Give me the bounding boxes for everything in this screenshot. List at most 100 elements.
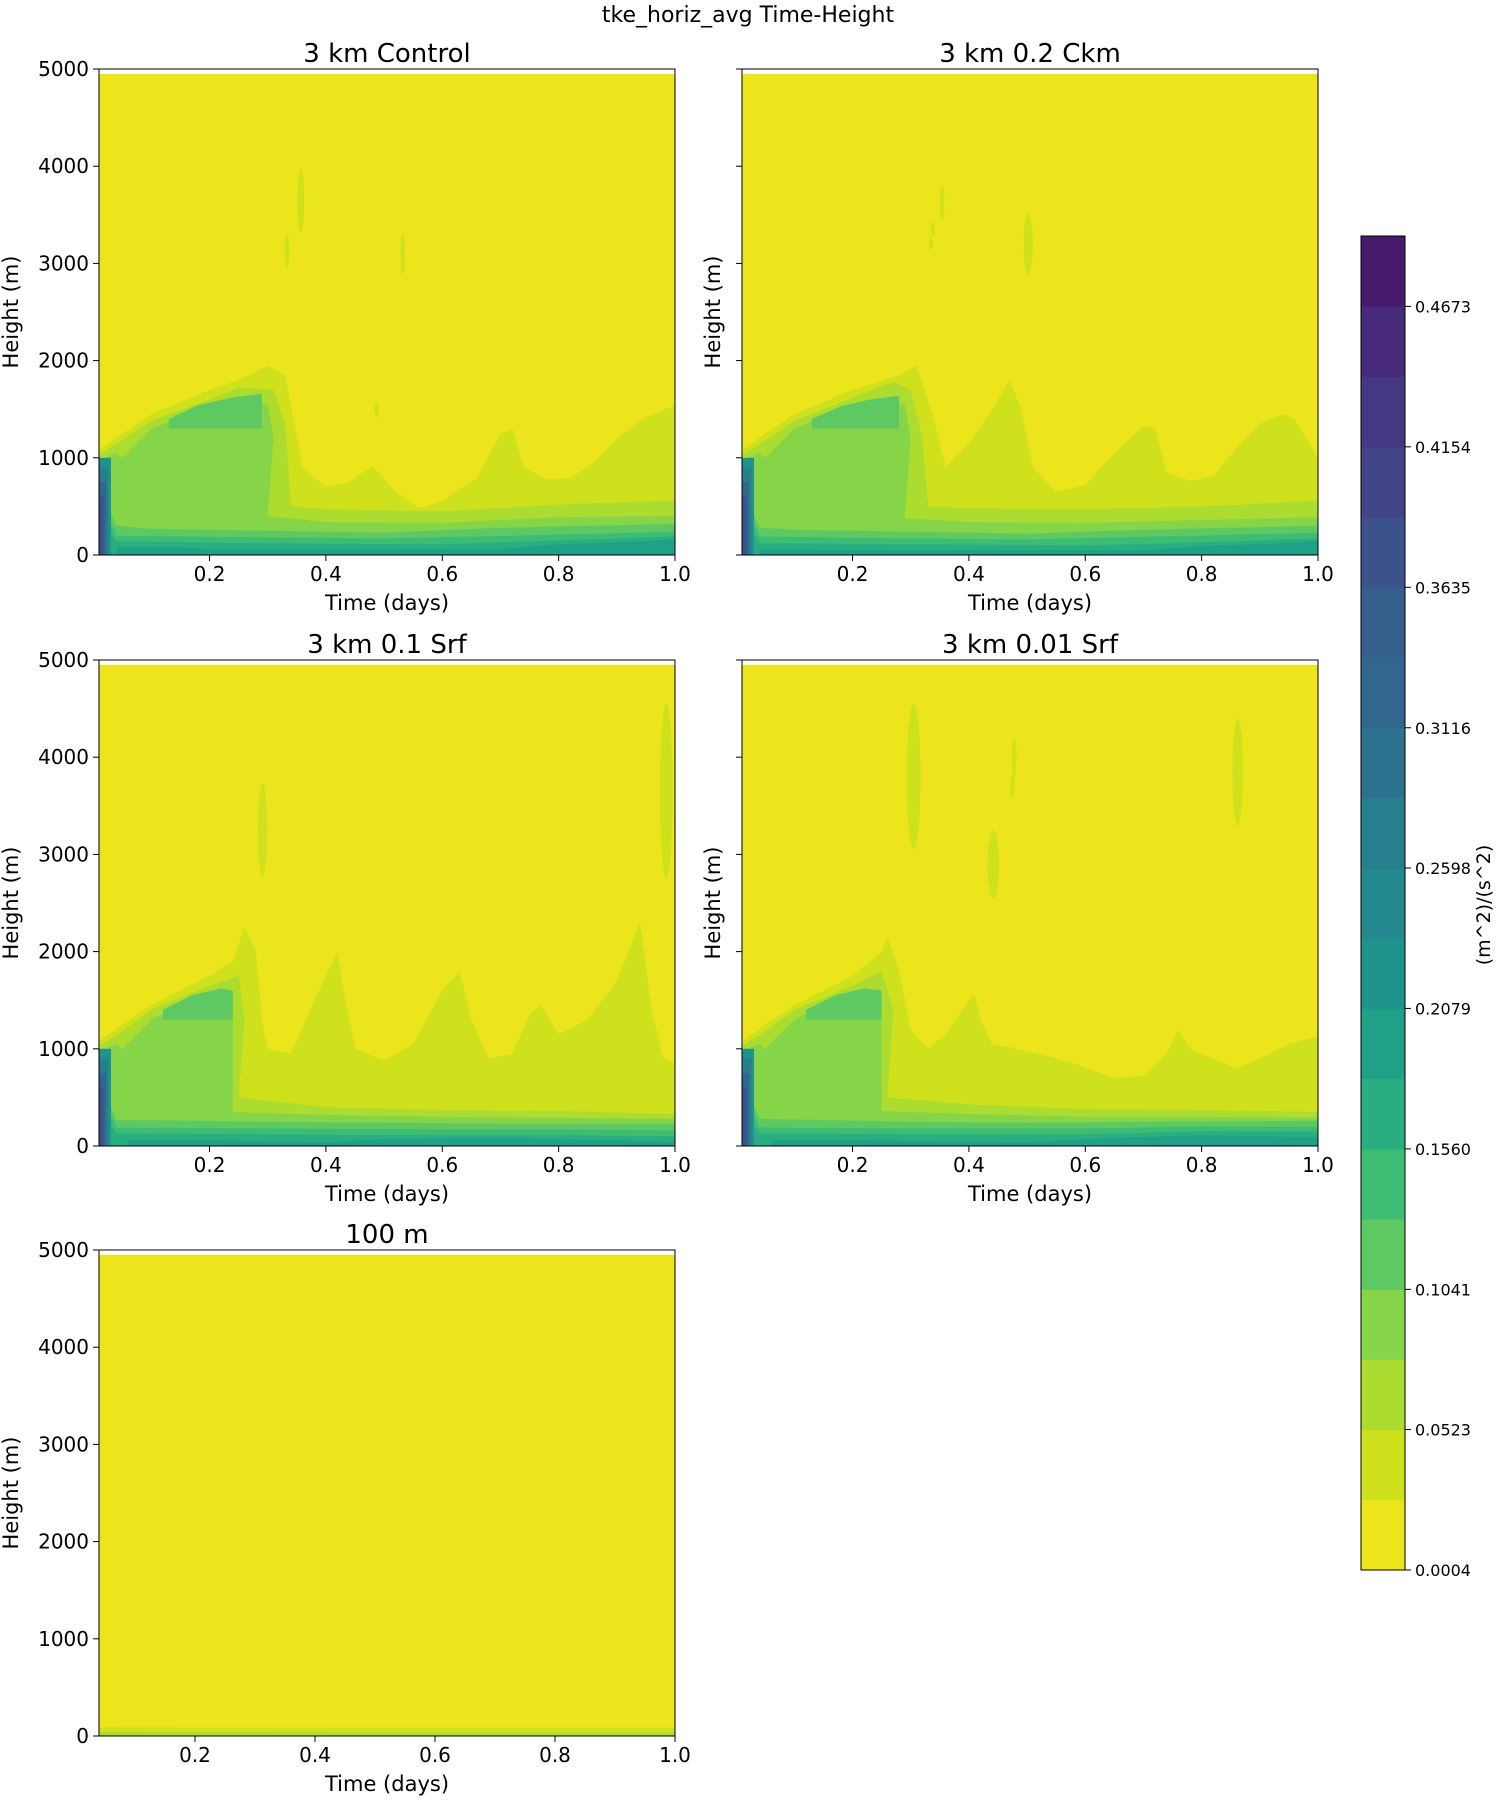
y-axis-label: Height (m)	[0, 256, 23, 369]
colorbar-segment	[1361, 867, 1405, 939]
y-tick-label: 4000	[38, 1335, 89, 1359]
colorbar-tick-label: 0.2598	[1415, 859, 1471, 878]
contour-band	[771, 1135, 1318, 1146]
subplot-title: 3 km 0.1 Srf	[307, 630, 467, 660]
contour-edge-strip	[99, 1087, 104, 1146]
x-tick-label: 0.6	[1069, 1153, 1101, 1177]
contour-blob	[906, 703, 921, 850]
x-tick-label: 0.6	[419, 1743, 451, 1767]
contour-area	[742, 69, 1318, 555]
x-tick-label: 0.8	[1186, 562, 1218, 586]
contour-band	[168, 393, 262, 429]
y-axis-label: Height (m)	[701, 847, 725, 960]
axes-frame	[741, 68, 1319, 556]
contour-band	[742, 516, 1318, 555]
colorbar: 0.0004 0.0523 0.1041 0.1560 0.2079 0.2598 0.31…	[1360, 235, 1495, 1580]
x-tick-label: 1.0	[659, 1743, 691, 1767]
x-tick-label: 0.2	[194, 562, 226, 586]
contour-blob	[257, 783, 268, 877]
contour-blob	[659, 703, 673, 879]
colorbar-segment	[1361, 306, 1405, 377]
x-tick-label: 0.4	[310, 562, 342, 586]
subplot-4: 3 km 0.01 Srf 0.2 0.4 0.6 0.8 1.0 Time (days) H…	[701, 630, 1334, 1206]
x-tick-label: 0.4	[953, 1153, 985, 1177]
colorbar-segment	[1361, 446, 1405, 518]
subplot-title: 100 m	[345, 1220, 428, 1250]
colorbar-tick-label: 0.1560	[1415, 1140, 1471, 1159]
subplot-title: 3 km 0.01 Srf	[942, 630, 1119, 660]
y-tick-label: 2000	[38, 940, 89, 964]
y-tick-label: 4000	[38, 745, 89, 769]
contour-band	[742, 1087, 1318, 1146]
colorbar-segment	[1361, 587, 1405, 658]
contour-band	[742, 496, 1318, 555]
x-tick-label: 0.4	[299, 1743, 331, 1767]
x-tick-label: 1.0	[1302, 1153, 1334, 1177]
subplot-2: 3 km 0.2 Ckm 0.2 0.4 0.6 0.8 1.0 Time (days) He…	[701, 39, 1334, 615]
contour-blob	[400, 233, 406, 275]
y-tick-label: 0	[76, 543, 89, 567]
y-tick-label: 2000	[38, 349, 89, 373]
colorbar-tick-label: 0.4154	[1415, 438, 1471, 457]
contour-edge-strip	[99, 496, 104, 555]
contour-band	[128, 1138, 675, 1146]
x-tick-label: 0.4	[953, 562, 985, 586]
contour-band	[811, 395, 900, 429]
y-axis-label: Height (m)	[0, 1437, 23, 1550]
subplot-1: 3 km Control 0.2 0.4 0.6 0.8 1.0 Time (days) 0 1…	[0, 39, 691, 615]
colorbar-segment	[1361, 1218, 1405, 1290]
colorbar-tick-label: 0.2079	[1415, 999, 1471, 1018]
colorbar-label: (m^2)/(s^2)	[1473, 845, 1495, 965]
contour-blob	[297, 168, 305, 233]
x-tick-label: 0.2	[837, 562, 869, 586]
x-axis-label: Time (days)	[324, 1182, 449, 1206]
contour-band	[99, 975, 675, 1146]
contour-band	[742, 971, 1318, 1146]
colorbar-tick-label: 0.1041	[1415, 1280, 1471, 1299]
colorbar-segment	[1361, 516, 1405, 588]
y-axis-label: Height (m)	[701, 256, 725, 369]
x-tick-label: 1.0	[1302, 562, 1334, 586]
colorbar-segment	[1361, 727, 1405, 799]
y-tick-label: 5000	[38, 57, 89, 81]
contour-blob	[1011, 737, 1017, 777]
contour-band	[99, 404, 675, 555]
contour-area	[742, 660, 1318, 1146]
x-tick-label: 1.0	[659, 1153, 691, 1177]
axes-frame	[98, 1249, 676, 1737]
colorbar-segment	[1361, 797, 1405, 869]
contour-band	[116, 539, 675, 555]
contour-band	[99, 1732, 675, 1736]
contour-band	[99, 1107, 675, 1146]
subplot-3: 3 km 0.1 Srf 0.2 0.4 0.6 0.8 1.0 Time (days) 0 1…	[0, 630, 691, 1206]
colorbar-segment	[1361, 1429, 1405, 1501]
colorbar-segment	[1361, 938, 1405, 1009]
y-tick-label: 3000	[38, 1432, 89, 1456]
y-tick-label: 5000	[38, 1238, 89, 1262]
y-tick-label: 4000	[38, 154, 89, 178]
colorbar-tick-label: 0.0004	[1415, 1561, 1471, 1580]
x-tick-label: 0.2	[837, 1153, 869, 1177]
x-tick-label: 0.2	[194, 1153, 226, 1177]
contour-band	[806, 988, 882, 1020]
x-tick-label: 0.8	[543, 1153, 575, 1177]
contour-blob	[284, 233, 290, 269]
contour-blob	[929, 238, 934, 250]
x-tick-label: 0.2	[179, 1743, 211, 1767]
axes-frame	[741, 659, 1319, 1147]
x-axis-label: Time (days)	[967, 591, 1092, 615]
contour-area	[99, 660, 675, 1146]
contour-blob	[930, 222, 935, 237]
y-tick-label: 0	[76, 1134, 89, 1158]
colorbar-tick-label: 0.4673	[1415, 297, 1471, 316]
x-tick-label: 0.6	[1069, 562, 1101, 586]
y-tick-label: 1000	[38, 1627, 89, 1651]
y-tick-label: 2000	[38, 1530, 89, 1554]
colorbar-frame	[1360, 235, 1406, 1571]
colorbar-segment	[1361, 1008, 1405, 1080]
colorbar-tick-label: 0.0523	[1415, 1421, 1471, 1440]
contour-area	[99, 69, 675, 555]
axes-frame	[98, 659, 676, 1147]
subplot-5: 100 m 0.2 0.4 0.6 0.8 1.0 Time (days) 0 1000 2000…	[0, 1220, 691, 1796]
